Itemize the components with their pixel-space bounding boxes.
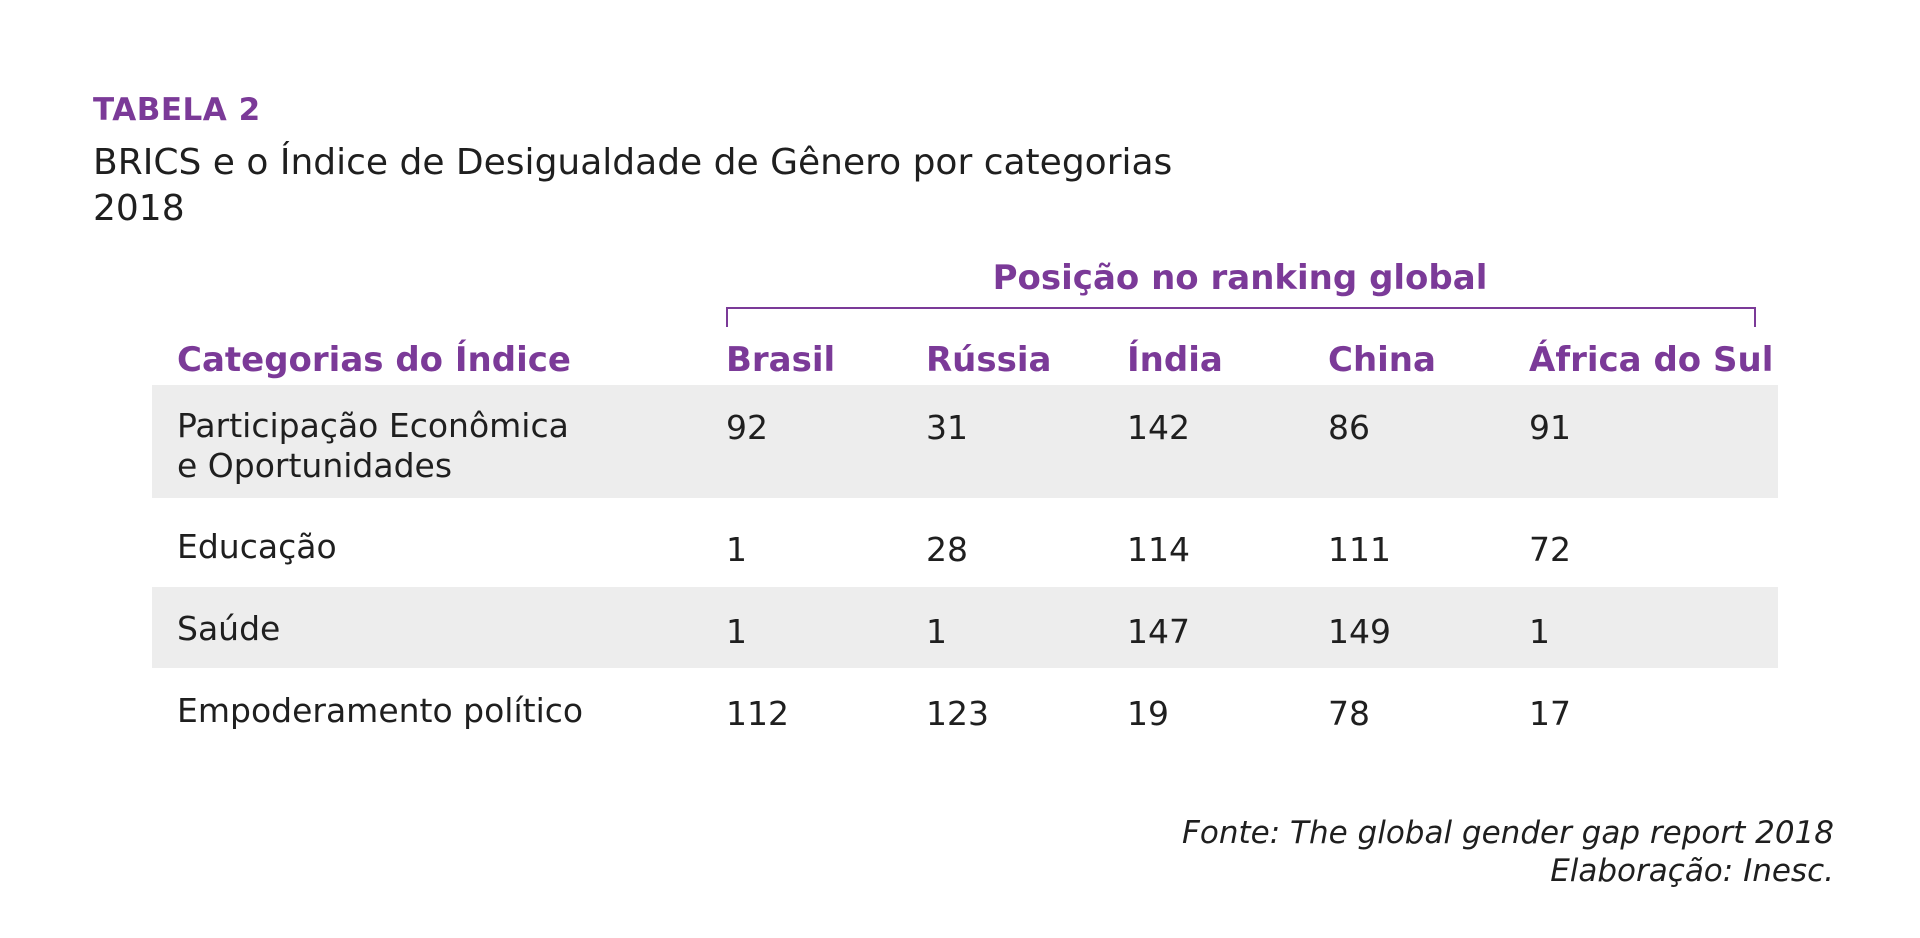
ranking-group-bracket xyxy=(726,307,1756,327)
cell-russia: 1 xyxy=(926,612,947,651)
cell-china: 78 xyxy=(1328,694,1370,733)
row-category-label: Empoderamento político xyxy=(177,691,584,730)
credit-note: Elaboração: Inesc. xyxy=(1550,853,1834,889)
table-row-shade xyxy=(152,385,1778,498)
cell-india: 147 xyxy=(1127,612,1190,651)
row-category-label: Participação Econômica xyxy=(177,406,569,445)
column-header-africa-do-sul: África do Sul xyxy=(1529,340,1774,380)
column-header-china: China xyxy=(1328,340,1436,380)
column-header-russia: Rússia xyxy=(926,340,1052,380)
cell-brasil: 1 xyxy=(726,530,747,569)
row-category-label-cont: e Oportunidades xyxy=(177,446,453,485)
source-note: Fonte: The global gender gap report 2018 xyxy=(1182,815,1834,851)
cell-india: 142 xyxy=(1127,408,1190,447)
column-header-india: Índia xyxy=(1127,340,1223,380)
cell-russia: 123 xyxy=(926,694,989,733)
cell-india: 114 xyxy=(1127,530,1190,569)
cell-russia: 28 xyxy=(926,530,968,569)
column-header-brasil: Brasil xyxy=(726,340,836,380)
cell-africa-do-sul: 72 xyxy=(1529,530,1571,569)
row-category-label: Saúde xyxy=(177,609,281,648)
table-title: BRICS e o Índice de Desigualdade de Gêne… xyxy=(93,142,1173,183)
ranking-group-header: Posição no ranking global xyxy=(992,258,1488,298)
cell-africa-do-sul: 17 xyxy=(1529,694,1571,733)
table-year: 2018 xyxy=(93,188,185,229)
cell-china: 86 xyxy=(1328,408,1370,447)
cell-brasil: 92 xyxy=(726,408,768,447)
cell-china: 111 xyxy=(1328,530,1391,569)
cell-russia: 31 xyxy=(926,408,968,447)
table-row-shade xyxy=(152,587,1778,668)
cell-india: 19 xyxy=(1127,694,1169,733)
row-category-label: Educação xyxy=(177,527,337,566)
cell-africa-do-sul: 1 xyxy=(1529,612,1550,651)
cell-brasil: 1 xyxy=(726,612,747,651)
table-label: TABELA 2 xyxy=(93,92,261,128)
cell-africa-do-sul: 91 xyxy=(1529,408,1571,447)
column-header-category: Categorias do Índice xyxy=(177,340,571,380)
cell-china: 149 xyxy=(1328,612,1391,651)
cell-brasil: 112 xyxy=(726,694,789,733)
